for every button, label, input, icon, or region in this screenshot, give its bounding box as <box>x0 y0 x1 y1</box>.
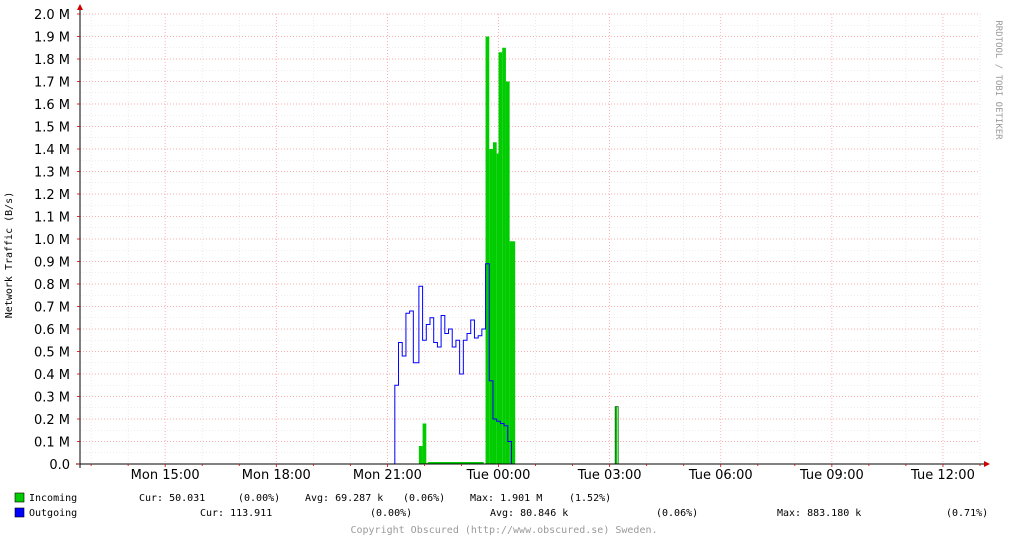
y-tick-label: 0.9 M <box>34 256 70 271</box>
x-tick-label: Mon 18:00 <box>242 468 311 483</box>
incoming-bar <box>485 36 490 464</box>
y-tick-label: 0.0 <box>49 458 70 473</box>
incoming-bar <box>418 446 423 464</box>
legend-swatch-incoming <box>14 492 25 503</box>
legend-cur-outgoing: Cur: 113.911 <box>200 508 272 519</box>
x-tick-label: Tue 06:00 <box>688 468 753 483</box>
incoming-bar <box>615 406 618 464</box>
y-tick-label: 1.9 M <box>34 31 70 46</box>
legend-swatch-outgoing <box>14 507 25 518</box>
series <box>387 36 619 465</box>
incoming-bar <box>498 52 503 464</box>
y-tick-label: 0.5 M <box>34 346 70 361</box>
y-tick-label: 0.8 M <box>34 278 70 293</box>
outgoing-line <box>387 263 512 465</box>
y-axis-label: Network Traffic (B/s) <box>4 192 15 318</box>
x-tick-label: Tue 12:00 <box>910 468 975 483</box>
y-tick-label: 0.3 M <box>34 391 70 406</box>
legend-max-pct-outgoing: (0.71%) <box>946 508 988 519</box>
legend-label-incoming: Incoming <box>29 493 77 504</box>
y-tick-label: 0.7 M <box>34 301 70 316</box>
axes <box>76 4 990 468</box>
grid <box>80 13 981 465</box>
incoming-bar <box>496 153 499 464</box>
watermark: RRDTOOL / TOBI OETIKER <box>993 20 1003 140</box>
legend-avg-pct-outgoing: (0.06%) <box>656 508 698 519</box>
legend-label-outgoing: Outgoing <box>29 508 77 519</box>
y-tick-labels: 0.0 0.1 M 0.2 M 0.3 M 0.4 M 0.5 M 0.6 M 0.7 M 0.… <box>34 8 70 473</box>
incoming-bar <box>422 423 427 464</box>
y-tick-label: 2.0 M <box>34 8 70 23</box>
y-tick-label: 0.2 M <box>34 413 70 428</box>
y-axis-arrow <box>77 4 83 10</box>
legend-cur-pct-incoming: (0.00%) <box>238 493 280 504</box>
y-tick-label: 1.8 M <box>34 53 70 68</box>
y-tick-label: 1.3 M <box>34 166 70 181</box>
legend-max-pct-incoming: (1.52%) <box>569 493 611 504</box>
incoming-bar <box>489 149 493 464</box>
x-tick-label: Mon 21:00 <box>353 468 422 483</box>
y-tick-label: 1.0 M <box>34 233 70 248</box>
legend-max-outgoing: Max: 883.180 k <box>777 508 861 519</box>
legend-avg-incoming: Avg: 69.287 k <box>305 493 383 504</box>
legend-cur-incoming: Cur: 50.031 <box>139 493 205 504</box>
x-tick-label: Tue 09:00 <box>799 468 864 483</box>
y-tick-label: 1.4 M <box>34 143 70 158</box>
footer-copyright: Copyright Obscured (http://www.obscured.… <box>350 525 657 536</box>
y-tick-label: 1.7 M <box>34 76 70 91</box>
legend-max-incoming: Max: 1.901 M <box>470 493 542 504</box>
y-tick-label: 0.4 M <box>34 368 70 383</box>
legend-cur-pct-outgoing: (0.00%) <box>370 508 412 519</box>
x-tick-labels: Mon 15:00 Mon 18:00 Mon 21:00 Tue 00:00 Tue … <box>131 468 975 483</box>
y-tick-label: 0.1 M <box>34 436 70 451</box>
x-tick-label: Mon 15:00 <box>131 468 200 483</box>
y-tick-label: 0.6 M <box>34 323 70 338</box>
y-tick-label: 1.2 M <box>34 188 70 203</box>
incoming-bar <box>492 142 497 464</box>
x-tick-label: Tue 00:00 <box>466 468 531 483</box>
incoming-bar <box>509 241 516 464</box>
x-tick-label: Tue 03:00 <box>577 468 642 483</box>
x-axis-arrow <box>984 461 990 467</box>
incoming-bar <box>505 81 510 464</box>
legend-avg-pct-incoming: (0.06%) <box>403 493 445 504</box>
y-tick-label: 1.5 M <box>34 121 70 136</box>
y-tick-label: 1.6 M <box>34 98 70 113</box>
y-tick-label: 1.1 M <box>34 211 70 226</box>
incoming-bar <box>502 47 506 464</box>
legend-avg-outgoing: Avg: 80.846 k <box>490 508 568 519</box>
